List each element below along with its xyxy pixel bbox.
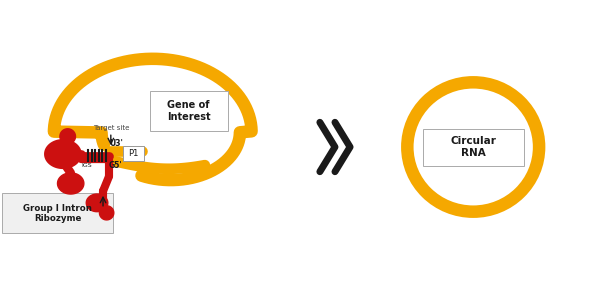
Text: Circular
RNA: Circular RNA [450, 136, 496, 158]
Text: G5': G5' [109, 161, 123, 170]
Polygon shape [99, 206, 114, 220]
Text: Target site: Target site [93, 125, 129, 131]
Text: U3': U3' [109, 139, 123, 148]
FancyBboxPatch shape [150, 91, 228, 131]
Text: Group I Intron
Ribozyme: Group I Intron Ribozyme [23, 204, 92, 223]
Text: Gene of
Interest: Gene of Interest [167, 100, 210, 122]
Polygon shape [60, 129, 75, 144]
FancyBboxPatch shape [423, 129, 524, 166]
FancyBboxPatch shape [2, 193, 113, 233]
Text: IGS: IGS [81, 163, 92, 168]
Polygon shape [46, 141, 80, 167]
Polygon shape [86, 194, 108, 212]
Text: P1: P1 [128, 149, 139, 158]
FancyBboxPatch shape [123, 146, 144, 161]
Polygon shape [58, 173, 84, 194]
